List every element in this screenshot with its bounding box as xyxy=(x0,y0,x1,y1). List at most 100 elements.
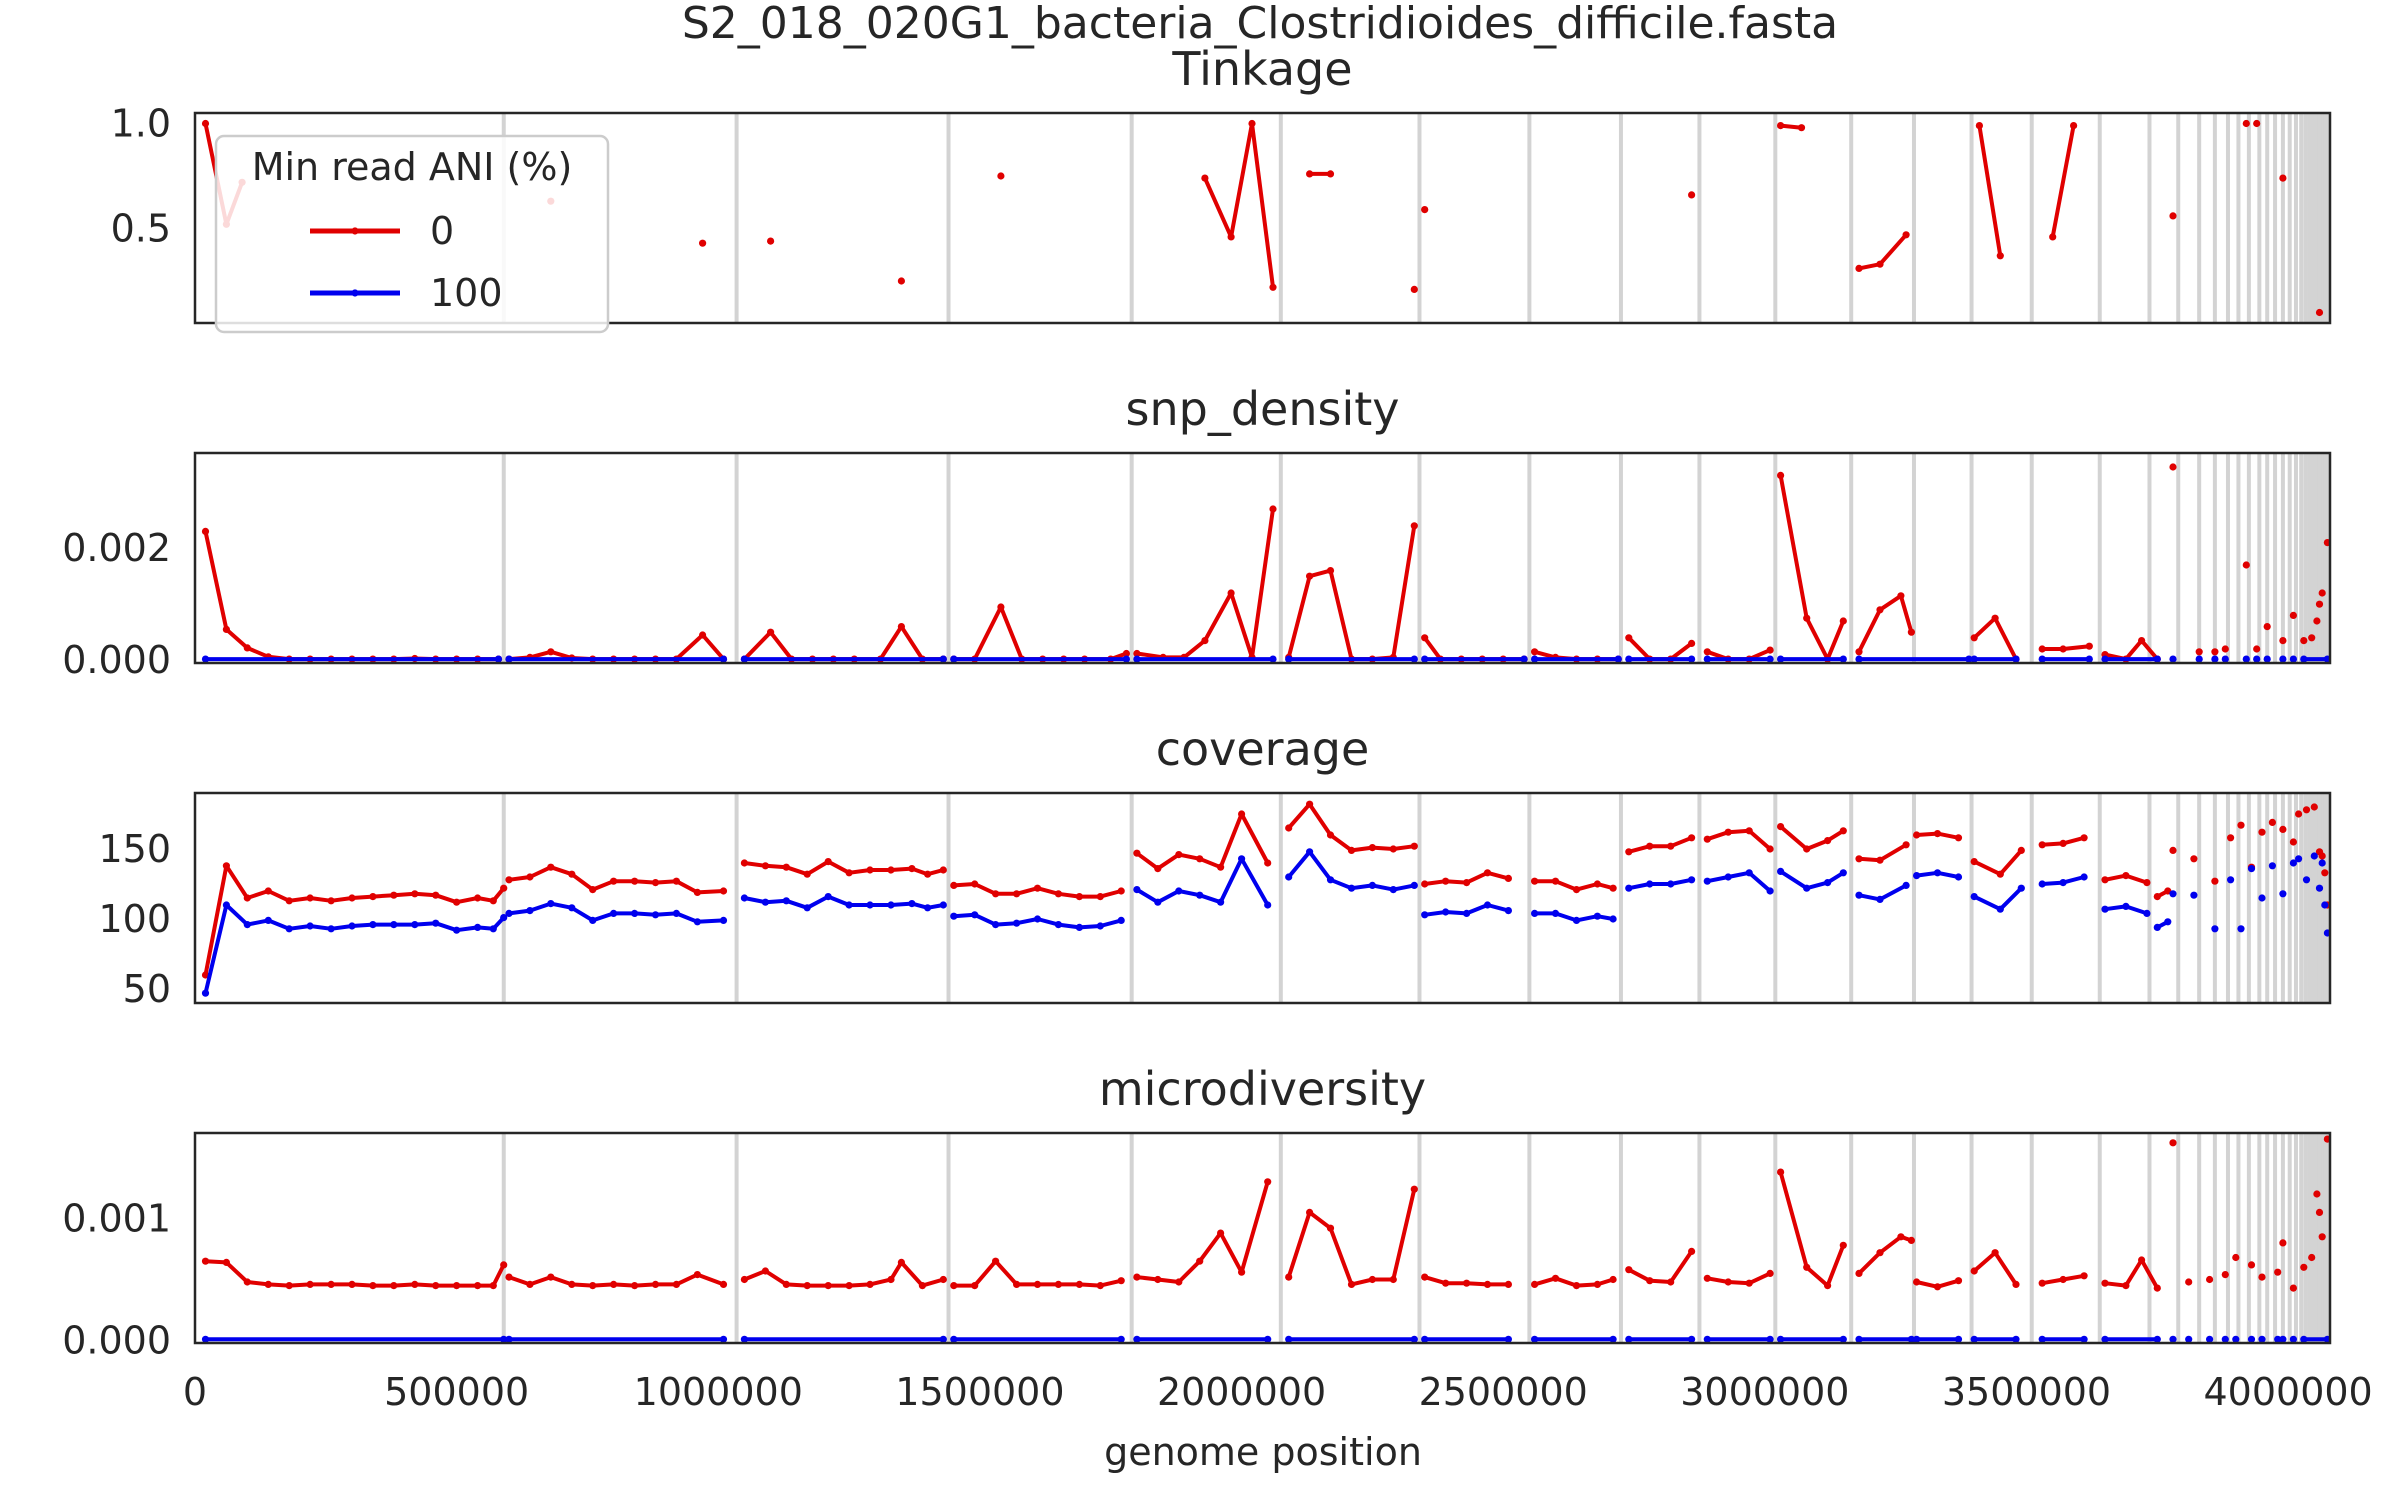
data-point-100 xyxy=(1745,869,1753,877)
data-point-0 xyxy=(327,897,335,905)
data-point-100 xyxy=(651,911,660,919)
data-point-100 xyxy=(939,655,947,663)
data-point-100 xyxy=(348,922,356,930)
data-point-0 xyxy=(824,858,832,866)
data-point-0 xyxy=(897,1258,906,1266)
data-point-0 xyxy=(1907,1236,1915,1244)
data-point-100 xyxy=(2101,655,2109,663)
data-point-0 xyxy=(2221,645,2229,653)
data-point-100 xyxy=(2038,880,2046,888)
data-point-0 xyxy=(201,971,210,979)
data-point-100 xyxy=(1389,886,1397,894)
data-point-0 xyxy=(2315,308,2324,317)
data-point-0 xyxy=(1703,648,1711,656)
data-point-100 xyxy=(1264,901,1272,909)
data-point-100 xyxy=(1154,898,1162,906)
series-line-0 xyxy=(2104,638,2159,662)
data-point-0 xyxy=(918,1282,927,1290)
data-point-100 xyxy=(505,1335,513,1343)
data-point-0 xyxy=(1347,846,1356,855)
data-point-100 xyxy=(631,909,639,918)
data-point-0 xyxy=(1572,886,1581,894)
data-point-0 xyxy=(2038,1279,2046,1287)
data-point-100 xyxy=(1033,915,1042,923)
data-point-100 xyxy=(924,904,932,912)
data-point-100 xyxy=(2085,655,2093,663)
data-point-0 xyxy=(651,1280,660,1288)
panel-title: microdiversity xyxy=(1099,1062,1426,1116)
data-point-0 xyxy=(1463,1279,1471,1287)
series-line-0 xyxy=(953,605,1128,662)
data-point-0 xyxy=(2232,1253,2240,1262)
data-point-100 xyxy=(264,916,272,925)
data-point-0 xyxy=(719,887,728,895)
data-point-100 xyxy=(1013,919,1021,927)
data-point-100 xyxy=(432,919,440,927)
data-point-100 xyxy=(2237,925,2245,933)
data-point-0 xyxy=(782,863,790,871)
data-point-100 xyxy=(2101,905,2109,913)
data-point-0 xyxy=(1326,567,1335,575)
data-point-100 xyxy=(1410,655,1418,663)
data-point-100 xyxy=(1326,876,1335,884)
data-point-0 xyxy=(1745,827,1753,835)
data-point-100 xyxy=(1410,881,1418,890)
data-point-0 xyxy=(2101,876,2109,884)
x-tick-label: 500000 xyxy=(384,1370,529,1414)
data-point-0 xyxy=(285,897,293,905)
data-point-100 xyxy=(1996,905,2004,913)
x-tick-label: 3000000 xyxy=(1680,1370,1849,1414)
data-point-0 xyxy=(2059,1275,2067,1284)
data-point-0 xyxy=(1839,827,1847,835)
data-point-0 xyxy=(547,648,555,656)
data-point-100 xyxy=(2268,862,2276,870)
data-point-0 xyxy=(264,1280,272,1288)
data-point-100 xyxy=(1442,908,1450,916)
x-tick-label: 4000000 xyxy=(2204,1370,2373,1414)
data-point-100 xyxy=(1421,1335,1429,1343)
data-point-0 xyxy=(693,888,702,897)
data-point-0 xyxy=(1117,1277,1125,1285)
panel-coverage: coverage 50 100 150 xyxy=(98,722,2332,1011)
data-point-0 xyxy=(1410,522,1418,530)
y-tick-label: 0.001 xyxy=(62,1196,171,1240)
data-point-0 xyxy=(1551,877,1560,885)
data-point-0 xyxy=(2221,1271,2229,1279)
data-point-100 xyxy=(1703,655,1711,663)
data-point-100 xyxy=(2227,876,2235,884)
data-point-100 xyxy=(2242,655,2250,663)
data-point-100 xyxy=(2169,655,2177,663)
data-point-100 xyxy=(2153,655,2161,663)
data-point-0 xyxy=(1175,851,1183,859)
data-point-0 xyxy=(1954,834,1963,842)
data-point-0 xyxy=(1306,572,1314,580)
data-point-100 xyxy=(939,901,947,909)
series-line-0 xyxy=(1287,802,1415,853)
data-point-100 xyxy=(866,901,874,909)
data-point-0 xyxy=(2059,645,2067,653)
data-point-100 xyxy=(1133,886,1141,894)
data-point-100 xyxy=(1855,1335,1863,1343)
series-line-100 xyxy=(203,903,506,994)
data-point-0 xyxy=(390,1282,398,1290)
data-point-100 xyxy=(950,912,958,920)
data-point-0 xyxy=(2279,1239,2287,1247)
data-point-0 xyxy=(866,866,874,874)
axes-frame xyxy=(193,111,2332,325)
series-line-0 xyxy=(1973,849,2023,877)
data-point-0 xyxy=(2318,1233,2326,1241)
data-point-0 xyxy=(1175,1278,1183,1286)
data-point-0 xyxy=(2059,839,2067,848)
data-point-0 xyxy=(699,631,707,639)
data-point-100 xyxy=(1766,655,1774,663)
data-point-0 xyxy=(500,1261,508,1269)
data-point-0 xyxy=(222,1258,230,1266)
data-point-100 xyxy=(719,916,728,925)
data-point-0 xyxy=(2268,818,2276,827)
data-point-0 xyxy=(390,891,398,899)
data-point-0 xyxy=(887,866,895,874)
y-tick-label: 50 xyxy=(123,967,171,1011)
series-line-0 xyxy=(203,530,499,662)
data-point-0 xyxy=(2101,1279,2109,1287)
